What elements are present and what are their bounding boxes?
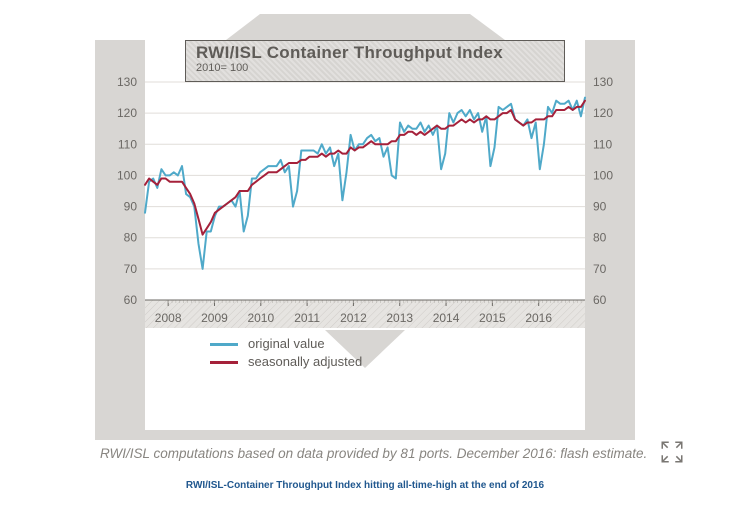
legend-swatch-seasonal: [210, 361, 238, 364]
svg-text:2012: 2012: [340, 311, 367, 325]
svg-text:80: 80: [124, 231, 138, 245]
chart-stage: 60 60 70 70 80 80 90 90 100 100 110 110 120 120 130 130…: [0, 0, 730, 509]
svg-text:80: 80: [593, 231, 607, 245]
expand-icon[interactable]: [659, 439, 685, 465]
chart-subtitle: 2010= 100: [196, 62, 554, 74]
svg-text:100: 100: [117, 168, 137, 182]
chart-title-box: RWI/ISL Container Throughput Index 2010=…: [185, 40, 565, 82]
svg-text:2015: 2015: [479, 311, 506, 325]
svg-text:2010: 2010: [247, 311, 274, 325]
svg-text:130: 130: [593, 75, 613, 89]
svg-text:2013: 2013: [386, 311, 413, 325]
svg-text:2014: 2014: [433, 311, 460, 325]
svg-text:120: 120: [593, 106, 613, 120]
legend: original value seasonally adjusted: [210, 335, 362, 371]
deco-bottom-bar: [95, 430, 635, 440]
deco-left-col: [95, 40, 145, 440]
caption: RWI/ISL-Container Throughput Index hitti…: [0, 480, 730, 491]
svg-text:70: 70: [124, 262, 138, 276]
chart-title: RWI/ISL Container Throughput Index: [196, 43, 554, 63]
svg-text:2008: 2008: [155, 311, 182, 325]
svg-text:110: 110: [593, 137, 612, 151]
legend-swatch-original: [210, 343, 238, 346]
svg-text:100: 100: [593, 168, 613, 182]
legend-label-seasonal: seasonally adjusted: [248, 353, 362, 371]
footnote: RWI/ISL computations based on data provi…: [100, 446, 647, 461]
legend-row-seasonal: seasonally adjusted: [210, 353, 362, 371]
svg-text:2009: 2009: [201, 311, 228, 325]
svg-text:60: 60: [593, 293, 607, 307]
deco-top-trapezoid: [226, 14, 505, 40]
svg-text:2016: 2016: [525, 311, 552, 325]
svg-text:2011: 2011: [294, 311, 320, 325]
svg-text:90: 90: [593, 200, 607, 214]
svg-text:70: 70: [593, 262, 607, 276]
svg-text:120: 120: [117, 106, 137, 120]
legend-row-original: original value: [210, 335, 362, 353]
legend-label-original: original value: [248, 335, 325, 353]
plot-area: [145, 82, 585, 300]
svg-text:90: 90: [124, 200, 138, 214]
svg-text:60: 60: [124, 293, 138, 307]
svg-text:130: 130: [117, 75, 137, 89]
svg-text:110: 110: [118, 137, 137, 151]
